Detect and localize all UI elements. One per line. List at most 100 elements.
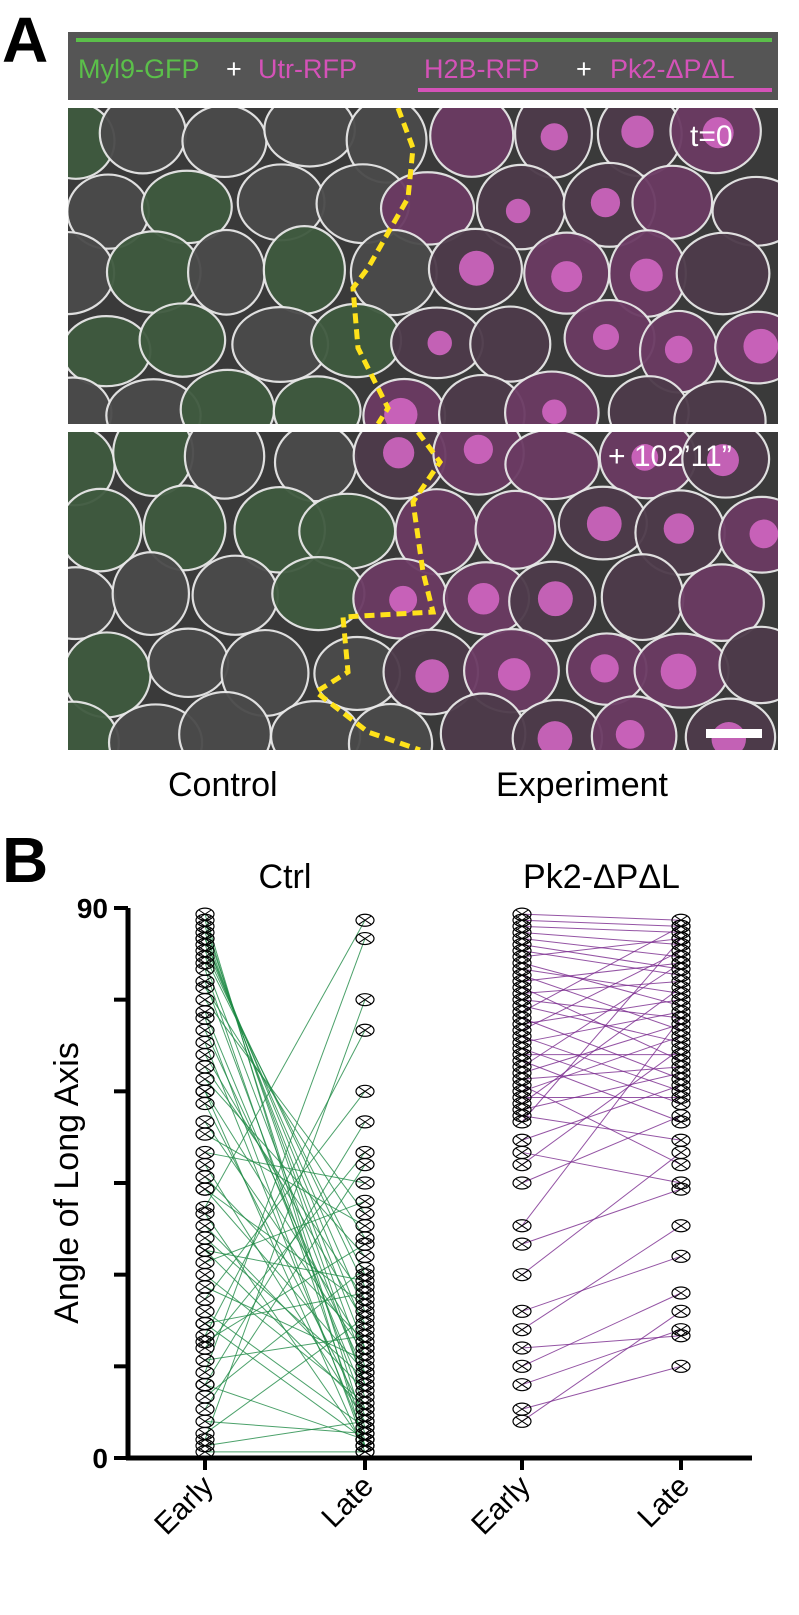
data-point-cross [515,1117,529,1127]
pair-line [521,974,682,1031]
data-point [512,1414,532,1428]
data-point-circle [355,1378,375,1392]
data-point-cross [198,1355,212,1365]
data-point [195,1206,215,1221]
x-tick-label: Late [315,1470,380,1535]
data-point-cross [674,1184,688,1194]
data-point [512,1158,532,1172]
data-point-cross [358,1264,372,1273]
nucleus [540,123,568,151]
data-point [512,1341,532,1355]
data-point [512,1323,532,1337]
data-point-circle [512,1341,532,1355]
pair-line [521,1310,682,1422]
data-point-cross [198,1172,212,1182]
pair-line [204,938,366,1373]
pair-line [521,1115,682,1184]
data-point-cross [198,995,212,1005]
data-point-cross [674,1093,688,1102]
data-point-circle [355,1023,375,1037]
time-label-t0: t=0 [690,120,733,153]
data-point-circle [671,1011,691,1025]
data-point-cross [358,1178,372,1188]
panel-b-letter: B [2,824,49,896]
cell [142,484,227,572]
data-point [671,956,691,970]
data-point-circle [355,1158,375,1172]
data-point-circle [195,1316,215,1331]
data-point [671,980,691,995]
data-point-cross [358,1086,372,1096]
cell [504,370,600,424]
data-point-cross [198,1050,212,1060]
cell [673,380,767,424]
data-point [671,1145,691,1160]
data-point-cross [674,1111,688,1121]
pair-line [521,1225,682,1331]
data-point [671,1304,691,1318]
data-point-circle [355,1115,375,1129]
nucleus [505,198,531,224]
nucleus [663,513,695,544]
data-point-cross [358,1251,372,1261]
data-point-circle [195,1011,215,1025]
pair-line [521,999,682,1025]
data-point [195,1316,215,1331]
data-point-cross [674,946,688,956]
data-point-cross [674,1080,688,1090]
data-point [195,1402,215,1416]
data-point-circle [671,1219,691,1233]
pair-line [204,1188,366,1373]
data-point [195,1231,215,1245]
data-point-cross [358,1209,372,1218]
pair-line [204,1268,366,1398]
data-point-circle [355,1402,375,1416]
data-point [355,913,375,927]
pair-line [204,1335,366,1361]
data-point-cross [515,1178,529,1188]
data-point [355,1261,375,1276]
data-point [671,1323,691,1337]
pair-line [521,1023,682,1074]
pair-line [521,1084,682,1166]
group-title: Pk2-ΔPΔL [523,858,680,896]
data-point [195,1280,215,1294]
data-point-cross [515,1239,529,1249]
nucleus [427,330,452,356]
pair-line [521,1017,682,1227]
pair-line [521,919,682,927]
data-point [195,1390,215,1404]
nucleus [384,397,418,424]
data-point-circle [355,931,375,946]
cell [678,563,765,642]
data-point-cross [198,1416,212,1426]
data-point [671,1182,691,1196]
nucleus [631,444,659,471]
data-point [355,993,375,1007]
pair-line [521,1066,682,1080]
data-point [671,1109,691,1123]
data-point-circle [512,1115,532,1129]
cell [147,627,230,699]
data-point-circle [195,1084,215,1098]
pair-line [521,1084,682,1141]
data-point-circle [671,1145,691,1160]
data-point-cross [198,1086,212,1096]
data-point-cross [674,1135,688,1145]
data-point-circle [512,1237,532,1251]
data-point-cross [358,995,372,1005]
pair-line [204,1029,366,1337]
data-point-cross [198,1148,212,1157]
nucleus [463,434,493,464]
data-point [671,1029,691,1043]
data-point [671,1286,691,1300]
pair-line [521,931,682,946]
data-point [355,1194,375,1208]
data-point [195,1182,215,1196]
cell [469,305,552,383]
data-point-circle [671,980,691,995]
data-point [512,1115,532,1129]
pair-line [204,1152,366,1349]
data-point [355,1414,375,1428]
legend-plus-1: + [226,54,242,84]
